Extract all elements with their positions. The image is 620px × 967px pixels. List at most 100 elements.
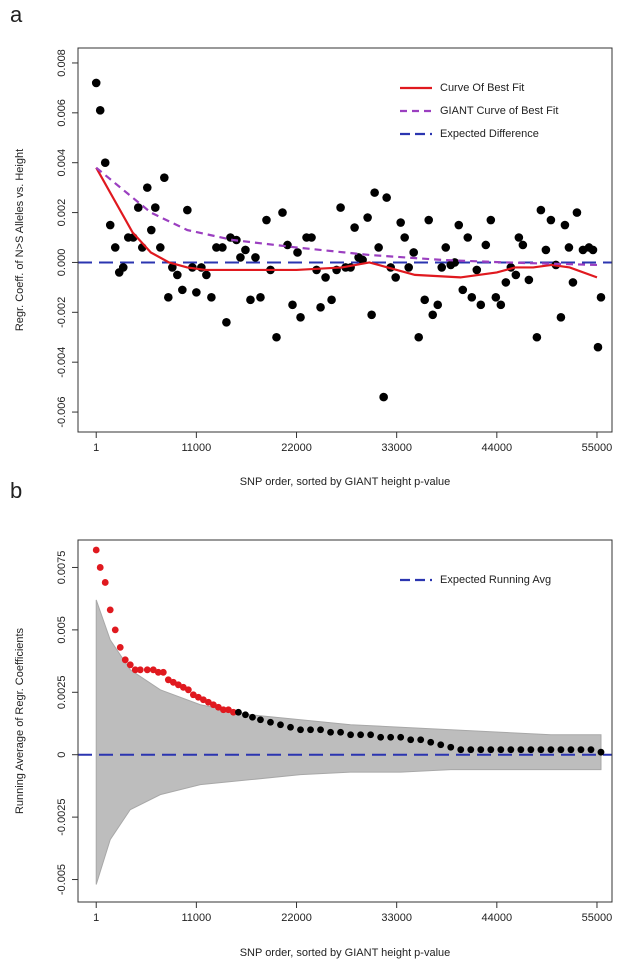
- fit-curve: [95, 166, 598, 267]
- x-tick-label: 55000: [582, 442, 613, 454]
- point: [169, 678, 177, 686]
- point: [427, 738, 435, 746]
- point: [204, 698, 212, 706]
- point: [194, 693, 202, 701]
- point: [400, 233, 409, 242]
- point: [173, 270, 182, 280]
- point: [417, 736, 425, 744]
- point: [572, 208, 582, 217]
- point: [387, 733, 395, 741]
- point: [407, 736, 415, 744]
- point: [336, 203, 345, 212]
- point: [241, 245, 250, 255]
- point: [463, 233, 473, 242]
- point: [100, 158, 110, 168]
- point: [156, 243, 165, 252]
- point: [593, 342, 603, 352]
- point: [454, 220, 464, 230]
- point: [374, 243, 383, 252]
- point: [251, 253, 260, 262]
- point: [472, 265, 482, 275]
- point: [467, 746, 475, 754]
- point: [347, 731, 354, 739]
- point: [143, 666, 151, 674]
- y-tick-label: 0.0075: [56, 551, 68, 585]
- point: [556, 312, 566, 322]
- point: [288, 300, 297, 310]
- point: [337, 728, 344, 736]
- point: [105, 220, 115, 230]
- point: [414, 332, 424, 342]
- point: [202, 270, 211, 280]
- point: [536, 205, 546, 215]
- x-tick-label: 22000: [281, 912, 312, 924]
- point: [256, 293, 265, 302]
- point: [136, 666, 144, 674]
- point: [596, 293, 606, 302]
- point: [220, 706, 227, 714]
- point: [142, 183, 152, 192]
- point: [597, 748, 605, 756]
- point: [317, 726, 324, 734]
- point: [225, 706, 232, 714]
- y-tick-label: -0.005: [56, 864, 68, 895]
- legend-label: GIANT Curve of Best Fit: [440, 105, 558, 117]
- point: [164, 676, 172, 684]
- point: [367, 731, 375, 739]
- legend-label: Expected Difference: [440, 128, 539, 140]
- point: [560, 220, 570, 230]
- point: [409, 248, 418, 257]
- point: [293, 248, 302, 257]
- point: [199, 696, 207, 704]
- x-tick-label: 55000: [582, 912, 613, 924]
- point: [246, 295, 255, 305]
- point: [481, 240, 491, 250]
- point: [267, 718, 274, 726]
- point: [537, 746, 545, 754]
- point: [477, 746, 485, 754]
- point: [179, 683, 187, 691]
- panel: a 1 11000 22000 33000 44000 55000 -0.006 -0.004 -…: [10, 2, 613, 488]
- point: [296, 312, 305, 322]
- point: [487, 746, 495, 754]
- point: [420, 295, 430, 305]
- point: [111, 626, 119, 634]
- point: [262, 215, 271, 225]
- point: [183, 205, 192, 215]
- point: [486, 215, 496, 225]
- y-tick-label: -0.004: [56, 347, 68, 378]
- point: [91, 78, 101, 88]
- point: [437, 263, 447, 272]
- x-tick-label: 11000: [181, 912, 211, 924]
- point: [404, 263, 413, 272]
- point: [547, 746, 555, 754]
- y-tick-label: 0.000: [56, 249, 68, 277]
- x-tick-label: 22000: [281, 442, 312, 454]
- x-tick-label: 1: [93, 442, 99, 454]
- point: [230, 708, 237, 716]
- point: [297, 726, 304, 734]
- point: [517, 746, 525, 754]
- point: [212, 243, 221, 252]
- point: [121, 656, 129, 664]
- point: [118, 263, 128, 272]
- point: [316, 303, 325, 312]
- point: [222, 317, 231, 327]
- point: [507, 746, 515, 754]
- point: [532, 332, 542, 342]
- point: [101, 579, 109, 586]
- y-axis-label: Running Average of Regr. Coefficients: [14, 627, 26, 814]
- point: [321, 273, 330, 282]
- point: [514, 233, 524, 242]
- point: [357, 731, 365, 739]
- point: [207, 293, 216, 302]
- point: [116, 643, 124, 651]
- point: [209, 701, 217, 709]
- point: [92, 546, 100, 554]
- point: [106, 606, 114, 614]
- point: [397, 733, 405, 741]
- point: [491, 293, 501, 302]
- point: [358, 255, 367, 265]
- point: [174, 681, 182, 689]
- point: [149, 666, 157, 674]
